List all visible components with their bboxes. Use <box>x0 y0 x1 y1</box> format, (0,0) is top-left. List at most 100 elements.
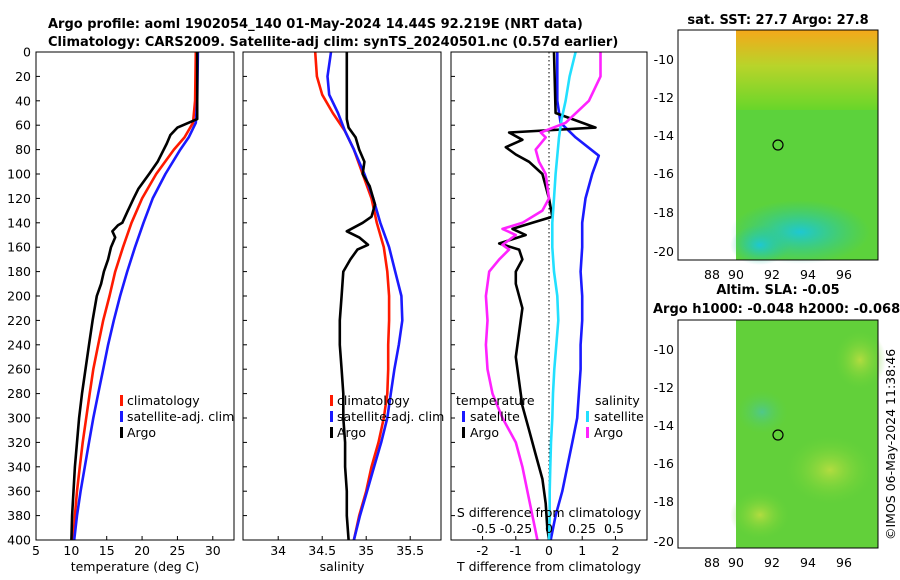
series-line-s-argo <box>484 52 602 541</box>
salinity-axis-label: salinity <box>320 559 365 574</box>
legend-label-satellite: satellite-adj. clim <box>127 409 234 424</box>
legend-label-s-argo: Argo <box>594 425 623 440</box>
s-tick-label: 0 <box>545 521 553 536</box>
x-tick-label: 2 <box>611 543 619 558</box>
x-tick-label: 35.5 <box>396 543 424 558</box>
sla-map-yticks: -10 -12 -14 -16 -18 -20 <box>654 342 674 549</box>
x-tick-label: 10 <box>63 543 79 558</box>
legend-swatch-s-argo <box>586 427 589 438</box>
copyright-timestamp: ©IMOS 06-May-2024 11:38:46 <box>883 349 898 540</box>
salinity-plot-frame <box>242 51 442 541</box>
x-tick-label: -1 <box>510 543 522 558</box>
temperature-panel: 0 20 40 60 80 100 120 140 160 180 200 220 240 260 280 3… <box>7 45 455 574</box>
x-tick-label: 20 <box>134 543 150 558</box>
depth-tick-label: 200 <box>7 289 31 304</box>
depth-tick-label: 180 <box>7 264 31 279</box>
lon-tick-label: 96 <box>836 555 852 570</box>
argo-location-marker <box>772 139 784 151</box>
depth-tick-label: 300 <box>7 411 31 426</box>
depth-tick-label: 380 <box>7 508 31 523</box>
depth-tick-label: 60 <box>15 118 31 133</box>
sla-map-subtitle: Argo h1000: -0.048 h2000: -0.068 <box>653 302 900 317</box>
sla-map-panel: Altim. SLA: -0.05 Argo h1000: -0.048 h20… <box>653 283 900 570</box>
x-tick-label: 30 <box>205 543 221 558</box>
lon-tick-label: 92 <box>764 555 780 570</box>
sst-warm-band <box>736 30 878 110</box>
series-line-argo <box>338 52 377 541</box>
legend-label-satellite: satellite-adj. clim <box>337 409 444 424</box>
temperature-axis-ticks: 5 10 15 20 25 30 <box>32 536 221 558</box>
depth-tick-label: 360 <box>7 484 31 499</box>
temperature-legend: climatology satellite-adj. clim Argo <box>120 393 234 440</box>
depth-tick-label: 260 <box>7 362 31 377</box>
sst-map-title: sat. SST: 27.7 Argo: 27.8 <box>687 13 868 28</box>
s-tick-label: -0.25 <box>500 521 532 536</box>
lon-tick-label: 96 <box>836 267 852 282</box>
depth-tick-label: 20 <box>15 69 31 84</box>
depth-tick-label: 100 <box>7 167 31 182</box>
legend-label-argo: Argo <box>127 425 156 440</box>
depth-tick-label: 340 <box>7 459 31 474</box>
lat-tick-label: -18 <box>654 205 674 220</box>
x-tick-label: 15 <box>99 543 115 558</box>
sla-map-title: Altim. SLA: -0.05 <box>716 283 839 298</box>
legend-swatch-satellite <box>120 411 123 422</box>
salinity-panel: 34 34.5 35 35.5 salinity climatology satell… <box>242 51 444 574</box>
depth-tick-label: 400 <box>7 533 31 548</box>
legend-swatch-t-argo <box>462 427 465 438</box>
figure-title-line2: Climatology: CARS2009. Satellite-adj cli… <box>48 35 618 50</box>
difference-legend: temperature satellite Argo salinity sate… <box>456 393 644 440</box>
lat-tick-label: -20 <box>654 534 674 549</box>
x-tick-label: 25 <box>169 543 185 558</box>
lon-tick-label: 88 <box>704 267 720 282</box>
sla-low-patch <box>736 390 788 434</box>
lon-tick-label: 90 <box>728 555 744 570</box>
lat-tick-label: -12 <box>654 380 674 395</box>
lon-tick-label: 92 <box>764 267 780 282</box>
x-tick-label: -2 <box>476 543 488 558</box>
x-tick-label: 1 <box>578 543 586 558</box>
depth-axis-ticks: 0 20 40 60 80 100 120 140 160 180 200 220 240 260 280 3… <box>7 45 455 548</box>
figure-title-line1: Argo profile: aoml 1902054_140 01-May-20… <box>48 17 583 32</box>
x-tick-label: 34.5 <box>308 543 336 558</box>
series-line-satellite-adj-clim <box>72 51 200 541</box>
legend-swatch-t-satellite <box>462 411 465 422</box>
s-difference-axis-ticks: -0.5 -0.25 0 0.25 0.5 <box>472 521 624 536</box>
x-tick-label: 5 <box>32 543 40 558</box>
salinity-axis-ticks: 34 34.5 35 35.5 <box>270 536 424 558</box>
depth-tick-label: 280 <box>7 386 31 401</box>
argo-location-marker <box>772 429 784 441</box>
lon-tick-label: 88 <box>704 555 720 570</box>
sla-high-patch <box>730 490 790 540</box>
depth-tick-label: 0 <box>23 45 31 60</box>
depth-tick-label: 80 <box>15 142 31 157</box>
legend-label-t-argo: Argo <box>470 425 499 440</box>
difference-plot-frame <box>450 51 648 541</box>
temperature-plot-frame <box>35 51 235 541</box>
lat-tick-label: -16 <box>654 166 674 181</box>
legend-swatch-climatology <box>120 395 123 406</box>
difference-series <box>484 51 602 541</box>
s-tick-label: 0.5 <box>604 521 624 536</box>
depth-tick-label: 160 <box>7 240 31 255</box>
lon-tick-label: 94 <box>800 267 816 282</box>
temperature-series <box>70 51 200 541</box>
lon-tick-label: 94 <box>800 555 816 570</box>
sst-cool-patch <box>730 225 790 265</box>
lat-tick-label: -14 <box>654 418 674 433</box>
legend-header-temperature: temperature <box>456 393 535 408</box>
sla-map-xticks: 88 90 92 94 96 <box>704 555 852 570</box>
depth-tick-label: 40 <box>15 93 31 108</box>
x-tick-label: 35 <box>358 543 374 558</box>
series-line-argo <box>70 52 199 541</box>
lat-tick-label: -14 <box>654 128 674 143</box>
sst-map-panel: sat. SST: 27.7 Argo: 27.8 -10 -12 -14 -1… <box>654 13 879 282</box>
legend-label-climatology: climatology <box>337 393 410 408</box>
lat-tick-label: -10 <box>654 52 674 67</box>
sla-map-frame <box>677 319 879 549</box>
lat-tick-label: -18 <box>654 494 674 509</box>
legend-label-s-satellite: satellite <box>594 409 644 424</box>
legend-label-argo: Argo <box>337 425 366 440</box>
sst-map-frame <box>677 29 879 261</box>
series-line-t-satellite <box>549 52 601 541</box>
